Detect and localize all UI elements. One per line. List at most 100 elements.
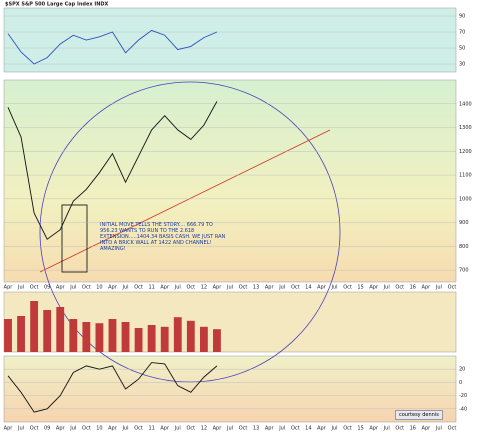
bar — [121, 322, 130, 352]
x-tick-label: Jul — [174, 285, 181, 291]
x-tick-label: Apr — [422, 426, 432, 432]
x-tick-label: Oct — [82, 285, 91, 291]
x-tick-label: Apr — [422, 285, 432, 291]
x-tick-label: Jul — [278, 285, 285, 291]
bar — [134, 328, 143, 352]
x-tick-label: 13 — [253, 285, 259, 291]
x-tick-label: Apr — [4, 426, 14, 432]
x-tick-label: Oct — [186, 285, 195, 291]
x-tick-label: Jul — [330, 426, 337, 432]
bar — [186, 320, 195, 352]
y-tick-label: 1400 — [459, 101, 472, 107]
y-tick-label: 900 — [459, 220, 469, 226]
macd-panel — [3, 355, 457, 423]
y-tick-label: 700 — [459, 268, 469, 274]
bar — [56, 307, 65, 352]
y-tick-label: 1000 — [459, 196, 472, 202]
x-tick-label: Jul — [435, 426, 442, 432]
bar — [69, 319, 78, 352]
x-tick-label: Jul — [226, 426, 233, 432]
series-line — [7, 362, 218, 413]
x-tick-label: Apr — [265, 426, 275, 432]
x-tick-label: 11 — [148, 426, 154, 432]
y-tick-label: 30 — [459, 62, 465, 68]
x-tick-label: 14 — [305, 426, 311, 432]
x-tick-label: 09 — [44, 426, 50, 432]
x-tick-label: Jul — [226, 285, 233, 291]
x-tick-label: Oct — [134, 285, 143, 291]
y-tick-label: 50 — [459, 46, 465, 52]
x-tick-label: Oct — [239, 426, 248, 432]
x-tick-label: 14 — [305, 285, 311, 291]
bar — [108, 319, 117, 352]
bar — [173, 317, 182, 352]
x-tick-label: Apr — [56, 285, 66, 291]
y-tick-label: -40 — [459, 406, 467, 412]
x-tick-label: Apr — [369, 426, 379, 432]
x-tick-label: 16 — [410, 426, 416, 432]
x-tick-label: 15 — [357, 285, 363, 291]
x-tick-label: 10 — [96, 426, 102, 432]
y-tick-label: 70 — [459, 30, 465, 36]
bar — [199, 326, 208, 352]
rsi-panel — [3, 7, 457, 73]
x-tick-label: Oct — [134, 426, 143, 432]
price-panel — [3, 79, 457, 283]
y-tick-label: 1300 — [459, 125, 472, 131]
x-tick-label: 09 — [44, 285, 50, 291]
x-tick-label: Jul — [17, 426, 24, 432]
x-tick-label: Apr — [369, 285, 379, 291]
credit: courtesy dennis — [395, 410, 443, 420]
x-tick-label: 12 — [201, 285, 207, 291]
x-tick-label: Jul — [122, 285, 129, 291]
trend-line — [39, 129, 331, 273]
x-tick-label: Apr — [160, 285, 170, 291]
bar — [82, 322, 91, 352]
y-tick-label: 1200 — [459, 149, 472, 155]
x-tick-label: Jul — [174, 426, 181, 432]
x-tick-label: Apr — [265, 285, 275, 291]
bar — [17, 316, 25, 352]
x-tick-label: Apr — [213, 285, 223, 291]
x-tick-label: Oct — [395, 285, 404, 291]
y-tick-label: 0 — [459, 380, 462, 386]
x-tick-label: Oct — [239, 285, 248, 291]
bar — [147, 325, 156, 352]
x-tick-label: Jul — [69, 285, 76, 291]
x-tick-label: Oct — [343, 426, 352, 432]
chart-title: $SPX S&P 500 Large Cap Index INDX — [5, 2, 109, 8]
series-line — [7, 29, 218, 65]
x-tick-label: 16 — [410, 285, 416, 291]
series-line — [7, 101, 218, 240]
x-tick-label: Jul — [17, 285, 24, 291]
bar — [30, 301, 39, 352]
x-tick-label: Jul — [383, 426, 390, 432]
x-tick-label: Apr — [108, 426, 118, 432]
y-tick-label: 20 — [459, 367, 465, 373]
x-tick-label: 10 — [96, 285, 102, 291]
x-tick-label: Apr — [213, 426, 223, 432]
x-tick-label: Jul — [69, 426, 76, 432]
x-tick-label: 12 — [201, 426, 207, 432]
box — [61, 204, 88, 273]
x-tick-label: Jul — [122, 426, 129, 432]
x-tick-label: Jul — [383, 285, 390, 291]
y-tick-label: 90 — [459, 14, 465, 20]
x-tick-label: 15 — [357, 426, 363, 432]
x-tick-label: Apr — [160, 426, 170, 432]
x-tick-label: Oct — [82, 426, 91, 432]
x-tick-label: Apr — [317, 426, 327, 432]
x-tick-label: Oct — [291, 426, 300, 432]
annotation: INITIAL MOVE TELLS THE STORY.... 666.79 … — [100, 222, 226, 252]
x-tick-label: Apr — [108, 285, 118, 291]
bar — [95, 323, 104, 352]
y-tick-label: 800 — [459, 244, 469, 250]
x-tick-label: Oct — [291, 285, 300, 291]
x-tick-label: 11 — [148, 285, 154, 291]
y-tick-label: -20 — [459, 393, 467, 399]
x-tick-label: Oct — [343, 285, 352, 291]
fib-circle — [39, 81, 341, 383]
x-tick-label: Oct — [30, 285, 39, 291]
